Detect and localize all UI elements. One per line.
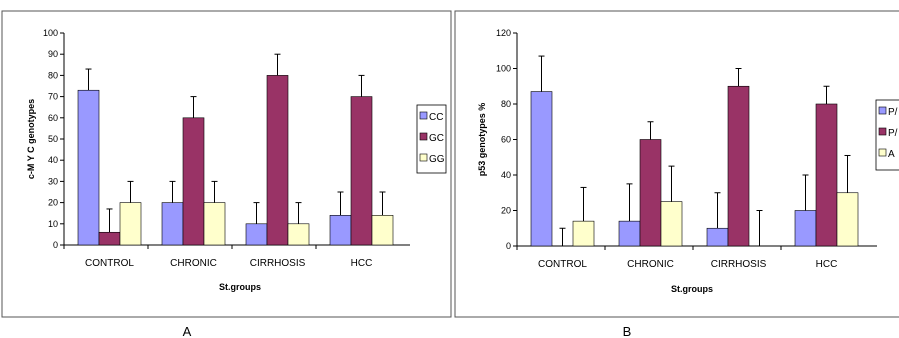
legend-label: P/: [888, 128, 898, 139]
bar-gc-hcc: [350, 96, 373, 246]
category-label: CHRONIC: [170, 258, 217, 269]
bar-a-control: [572, 220, 595, 247]
legend-label: A: [888, 149, 895, 160]
legend-swatch: [878, 106, 887, 115]
bar-cc-cirrhosis: [245, 223, 268, 246]
y-tick-label: 70: [48, 92, 58, 102]
y-tick-label: 120: [496, 28, 511, 38]
bar-gg-cirrhosis: [287, 223, 310, 246]
y-axis-title: c-M Y C genotypes: [26, 99, 36, 179]
bar-p-cirrhosis: [727, 85, 750, 247]
y-axis-title: p53 genotypes %: [477, 103, 487, 177]
y-tick-label: 100: [43, 28, 58, 38]
y-tick-label: 80: [48, 70, 58, 80]
bar-gc-chronic: [182, 117, 205, 246]
bar-p-chronic: [618, 220, 641, 247]
category-label: HCC: [351, 258, 373, 269]
bar-gc-control: [98, 231, 121, 246]
legend-label: CC: [429, 112, 443, 123]
y-tick-label: 20: [48, 198, 58, 208]
y-tick-label: 0: [506, 241, 511, 251]
bar-gg-control: [119, 202, 142, 246]
legend-label: P/: [888, 107, 898, 118]
category-label: CIRRHOSIS: [711, 259, 767, 270]
y-tick-label: 40: [48, 155, 58, 165]
legend-swatch: [878, 127, 887, 136]
x-axis-title: St.groups: [671, 284, 713, 294]
bar-cc-control: [77, 89, 100, 246]
y-tick-label: 20: [501, 206, 511, 216]
bar-p-control: [530, 91, 553, 247]
y-tick-label: 90: [48, 49, 58, 59]
y-tick-label: 100: [496, 64, 511, 74]
legend-label: GC: [429, 133, 444, 144]
y-tick-label: 80: [501, 99, 511, 109]
panel-letter: B: [623, 324, 632, 338]
y-tick-label: 60: [501, 135, 511, 145]
bar-cc-hcc: [329, 215, 352, 246]
legend-swatch: [878, 148, 887, 157]
legend-swatch: [419, 153, 428, 162]
panel-letter: A: [183, 324, 192, 338]
category-label: CONTROL: [538, 259, 587, 270]
y-tick-label: 0: [53, 240, 58, 250]
legend-swatch: [419, 111, 428, 120]
legend-swatch: [419, 132, 428, 141]
bar-a-chronic: [660, 201, 683, 247]
y-tick-label: 50: [48, 134, 58, 144]
bar-gc-cirrhosis: [266, 75, 289, 246]
bar-gg-hcc: [371, 215, 394, 246]
bar-gg-chronic: [203, 202, 226, 246]
category-label: CONTROL: [85, 258, 134, 269]
x-axis-title: St.groups: [219, 282, 261, 292]
panel-frame: [1, 10, 452, 318]
bar-p-hcc: [815, 103, 838, 247]
bar-p-chronic: [639, 139, 662, 247]
y-tick-label: 40: [501, 170, 511, 180]
bar-a-hcc: [836, 192, 859, 247]
legend-label: GG: [429, 154, 445, 165]
category-label: CIRRHOSIS: [250, 258, 306, 269]
category-label: HCC: [816, 259, 838, 270]
y-tick-label: 30: [48, 176, 58, 186]
bar-p-hcc: [794, 210, 817, 247]
bar-p-cirrhosis: [706, 227, 729, 247]
chart-panel-a: 0 10 20 30 40 50 60 70 80 90 100 CONTROL CHRONIC CIRR…: [1, 10, 452, 338]
y-tick-label: 60: [48, 113, 58, 123]
category-label: CHRONIC: [627, 259, 674, 270]
chart-panel-b: 0 20 40 60 80 100 120 CONTROL CHRONIC CIRRHOSIS HC…: [454, 10, 899, 338]
bar-cc-chronic: [161, 202, 184, 246]
y-tick-label: 10: [48, 219, 58, 229]
